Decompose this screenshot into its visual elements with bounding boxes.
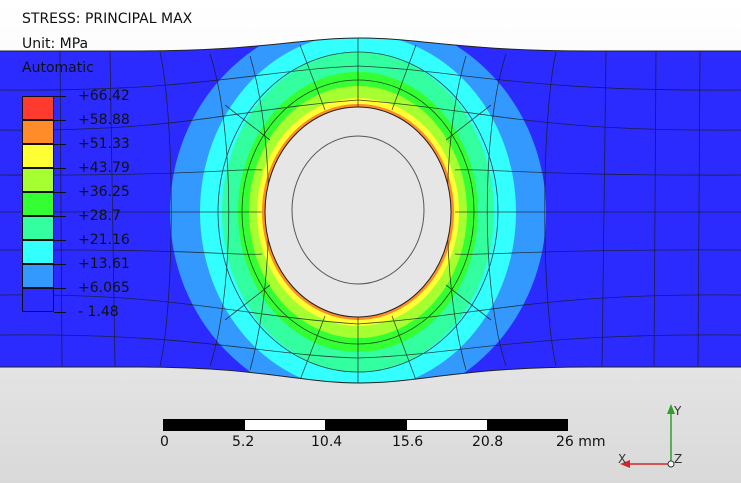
scale-label: 5.2	[232, 434, 255, 450]
legend-tick	[54, 144, 66, 145]
legend-value: +58.88	[78, 112, 130, 128]
legend-value: +36.25	[78, 184, 130, 200]
scale-label: 20.8	[472, 434, 504, 450]
legend-tick	[54, 312, 66, 313]
legend-swatch	[22, 264, 54, 288]
legend-swatch	[22, 144, 54, 168]
legend-value: +28.7	[78, 208, 121, 224]
legend-swatch	[22, 168, 54, 192]
pin-outline	[291, 135, 425, 285]
legend-swatch	[22, 288, 54, 312]
legend-swatch	[22, 216, 54, 240]
scale-bar-segment	[325, 419, 407, 431]
scale-bar-segment	[406, 419, 488, 431]
unit-label: Unit: MPa	[22, 36, 89, 52]
axis-triad-icon	[620, 404, 675, 468]
scale-label: 26 mm	[556, 434, 606, 450]
hole	[264, 106, 452, 318]
legend-tick	[54, 192, 66, 193]
legend-value: +6.065	[78, 280, 130, 296]
legend-value: +13.61	[78, 256, 130, 272]
axis-triad[interactable]: Y X Z	[612, 400, 712, 475]
legend-mode-label: Automatic	[22, 60, 94, 76]
result-title: STRESS: PRINCIPAL MAX	[22, 11, 193, 27]
legend-tick	[54, 240, 66, 241]
legend-tick	[54, 96, 66, 97]
legend-swatch	[22, 192, 54, 216]
legend-value: +66.42	[78, 88, 130, 104]
legend-tick	[54, 120, 66, 121]
y-axis-label: Y	[674, 404, 682, 418]
x-axis-label: X	[618, 452, 627, 466]
scale-label: 0	[160, 434, 169, 450]
legend-tick	[54, 168, 66, 169]
legend-value: +43.79	[78, 160, 130, 176]
color-legend: +66.42 +58.88 +51.33 +43.79 +36.25 +28.7…	[22, 89, 192, 320]
legend-tick	[54, 216, 66, 217]
legend-swatch	[22, 96, 54, 120]
scale-label: 10.4	[311, 434, 343, 450]
scale-bar	[163, 419, 568, 431]
legend-value: +51.33	[78, 136, 130, 152]
legend-swatch	[22, 120, 54, 144]
scale-bar-segment	[487, 419, 568, 431]
legend-swatch	[22, 240, 54, 264]
z-axis-label: Z	[674, 452, 683, 466]
scale-bar-segment	[163, 419, 245, 431]
scale-bar-segment	[244, 419, 326, 431]
legend-value: - 1.48	[78, 304, 119, 320]
legend-value: +21.16	[78, 232, 130, 248]
legend-tick	[54, 288, 66, 289]
scale-label: 15.6	[392, 434, 424, 450]
legend-tick	[54, 264, 66, 265]
